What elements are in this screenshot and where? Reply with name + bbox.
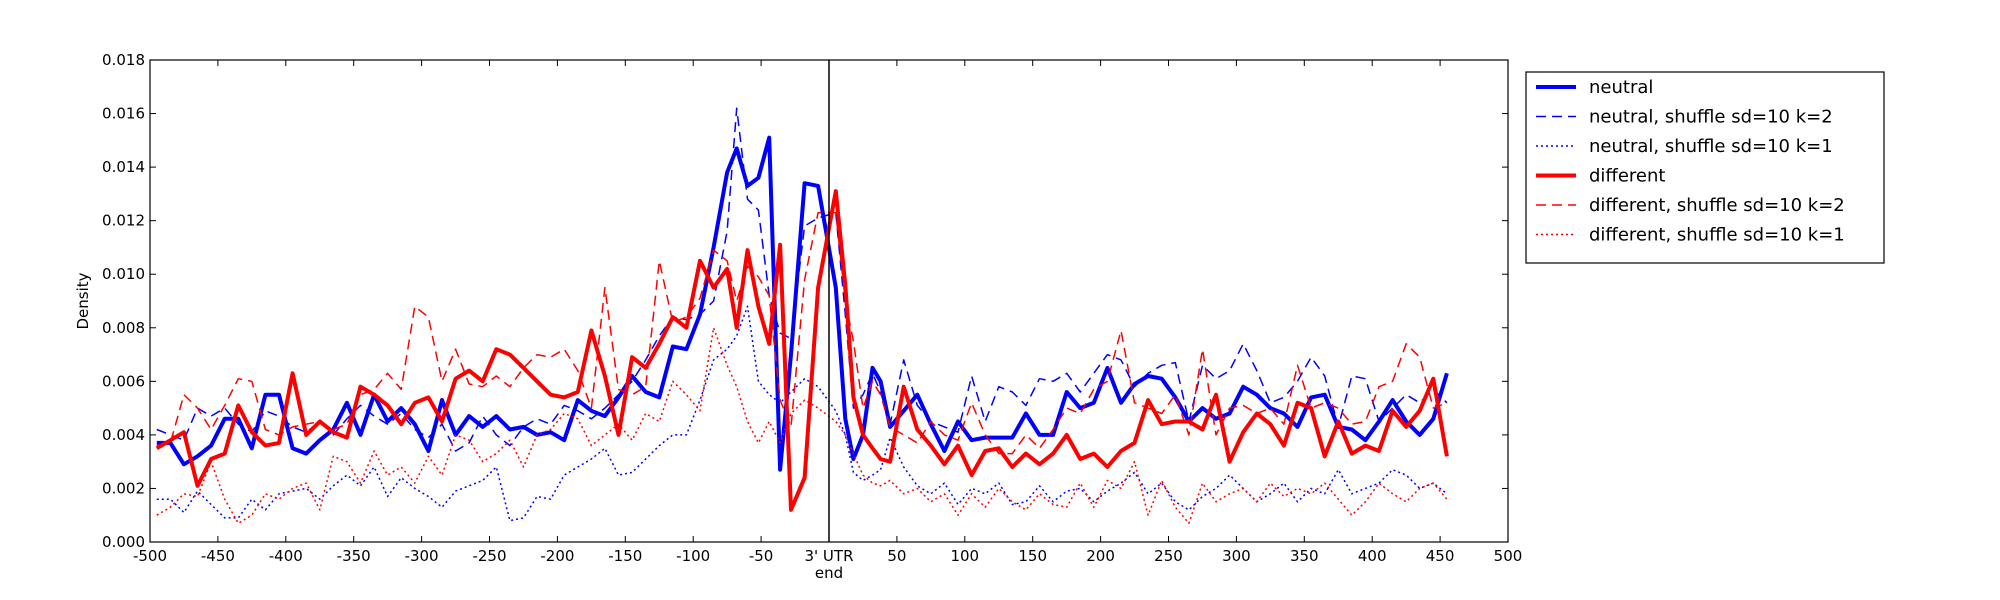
series-line-1 <box>156 135 1449 472</box>
x-tick-label: -350 <box>337 547 371 565</box>
y-tick-label: 0.018 <box>102 51 145 69</box>
y-tick-label: 0.010 <box>102 265 145 283</box>
x-tick-label: 250 <box>1154 547 1183 565</box>
x-tick-label: -450 <box>201 547 235 565</box>
plot-area <box>155 107 1449 525</box>
x-tick-label: 300 <box>1222 547 1251 565</box>
y-tick-label: 0.002 <box>102 479 145 497</box>
x-tick-label: -200 <box>540 547 574 565</box>
y-tick-label: 0.016 <box>102 105 145 123</box>
x-tick-label: 450 <box>1426 547 1455 565</box>
x-tick-label: 150 <box>1018 547 1047 565</box>
x-tick-label: 200 <box>1086 547 1115 565</box>
x-tick-label: -500 <box>133 547 167 565</box>
legend-label: neutral, shuffle sd=10 k=1 <box>1589 136 1833 157</box>
series-line-4 <box>155 189 1449 512</box>
x-tick-label: 500 <box>1494 547 1523 565</box>
legend-label: neutral, shuffle sd=10 k=2 <box>1589 107 1833 128</box>
x-tick-label: -100 <box>676 547 710 565</box>
x-tick-label: 350 <box>1290 547 1319 565</box>
y-tick-label: 0.006 <box>102 372 145 390</box>
y-axis-ticks: 0.000 0.002 0.004 0.006 0.008 0.010 0.012 0.014… <box>102 51 1508 551</box>
legend: neutral neutral, shuffle sd=10 k=2 neutral… <box>1525 71 1885 264</box>
legend-label: neutral <box>1589 77 1653 98</box>
series-line-5 <box>156 211 1448 455</box>
y-tick-label: 0.004 <box>102 426 145 444</box>
x-tick-label: 3' UTR <box>805 547 854 565</box>
x-tick-label: 400 <box>1358 547 1387 565</box>
x-tick-label: 50 <box>887 547 906 565</box>
series-line-2 <box>156 107 1448 452</box>
y-tick-label: 0.000 <box>102 533 145 551</box>
y-tick-label: 0.014 <box>102 158 145 176</box>
x-tick-label: -300 <box>405 547 439 565</box>
x-tick-label: -150 <box>608 547 642 565</box>
legend-label: different, shuffle sd=10 k=2 <box>1589 195 1845 216</box>
legend-label: different <box>1589 166 1665 187</box>
legend-box <box>1525 71 1885 264</box>
series-line-6 <box>156 327 1448 525</box>
y-tick-label: 0.012 <box>102 212 145 230</box>
x-axis-ticks: -500 -450 -400 -350 -300 -250 -200 -150 -100 -50 3… <box>133 60 1522 565</box>
x-tick-label: 100 <box>950 547 979 565</box>
x-tick-label: -250 <box>472 547 506 565</box>
y-tick-label: 0.008 <box>102 319 145 337</box>
y-axis-label: Density <box>74 272 92 329</box>
series-line-3 <box>156 305 1448 522</box>
x-axis-label: end <box>815 564 843 582</box>
x-tick-label: -400 <box>269 547 303 565</box>
legend-label: different, shuffle sd=10 k=1 <box>1589 225 1845 246</box>
x-tick-label: -50 <box>749 547 774 565</box>
